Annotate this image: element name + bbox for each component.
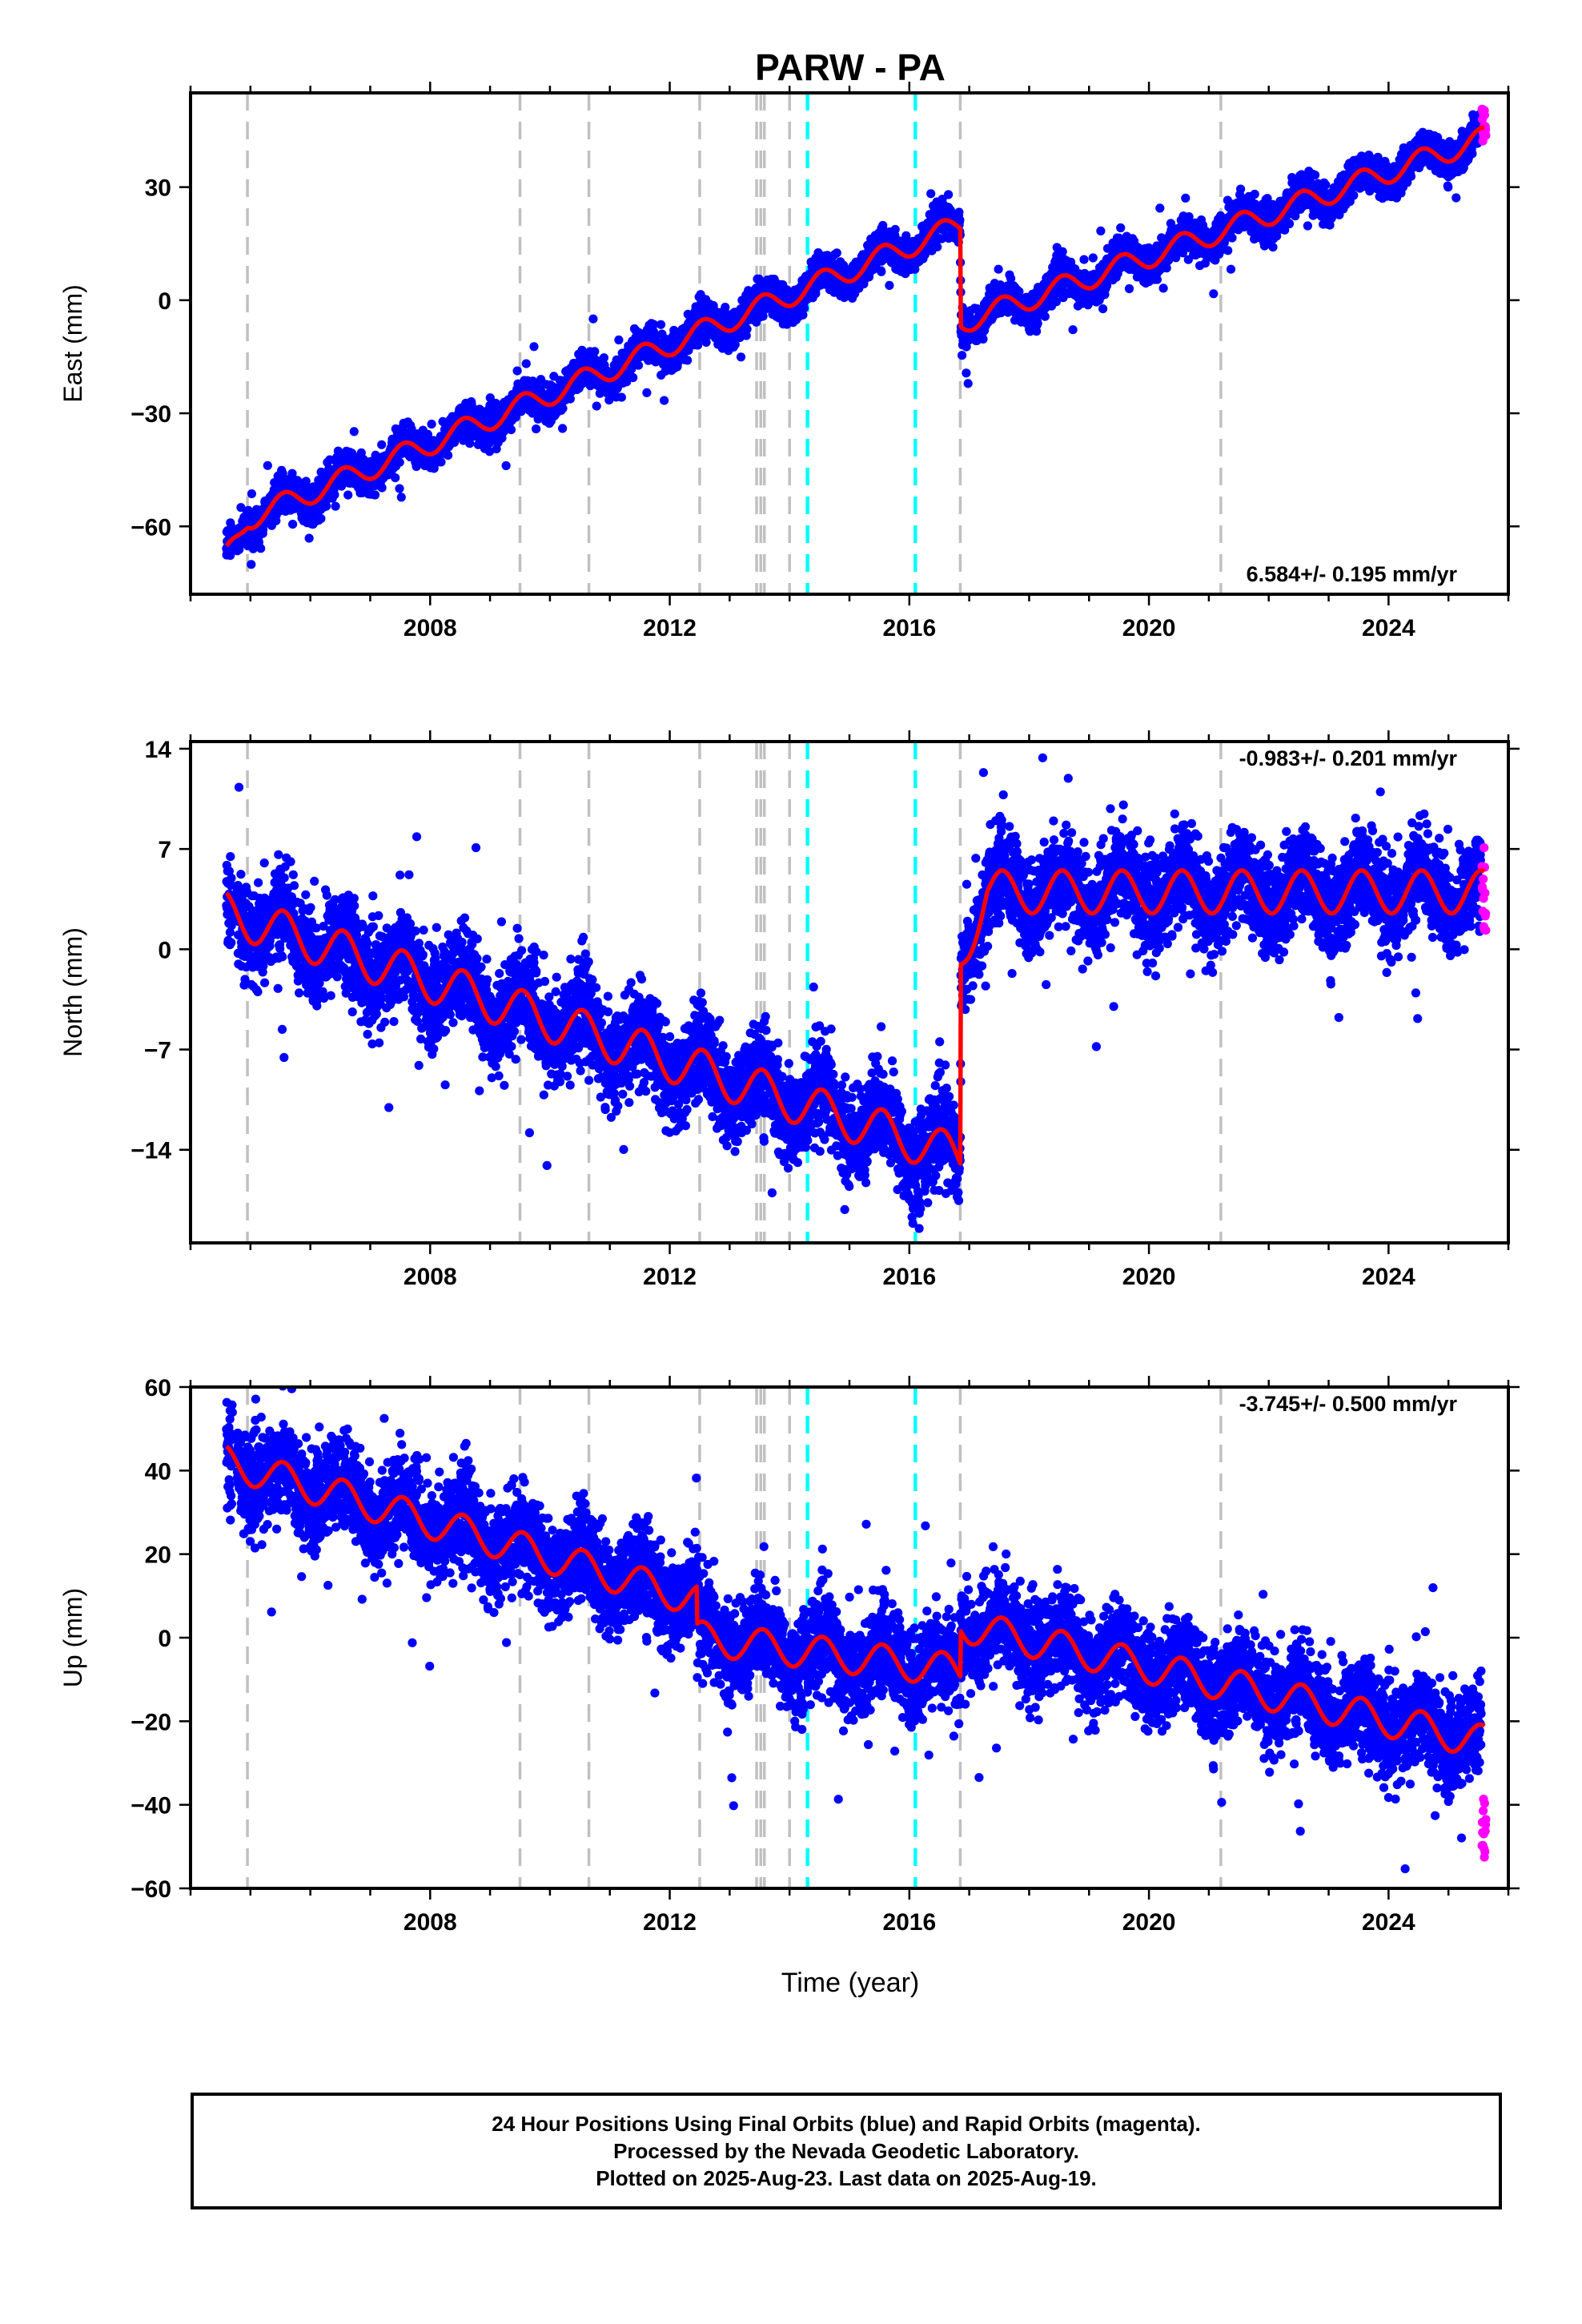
- east-data-point: [590, 347, 600, 356]
- east-data-point: [377, 440, 387, 449]
- east-data-point: [444, 451, 453, 460]
- east-data-point: [293, 476, 303, 486]
- east-data-point: [832, 248, 841, 258]
- east-data-point: [235, 545, 244, 554]
- east-data-point: [742, 324, 752, 334]
- east-data-point: [256, 544, 266, 553]
- east-data-point: [506, 425, 516, 435]
- east-data-point: [944, 190, 954, 199]
- east-data-point: [391, 473, 400, 483]
- east-data-point: [331, 501, 340, 511]
- east-data-point: [963, 379, 973, 388]
- east-final-orbit-points: [222, 110, 1486, 569]
- east-data-point: [926, 189, 936, 199]
- east-data-point: [592, 401, 601, 411]
- east-data-point: [958, 351, 967, 360]
- east-data-point: [1033, 319, 1042, 328]
- east-data-point: [377, 483, 387, 493]
- east-data-point: [395, 484, 404, 493]
- east-data-point: [885, 280, 894, 290]
- east-data-point: [588, 314, 598, 324]
- east-data-point: [316, 514, 326, 524]
- east-data-point: [501, 460, 511, 471]
- east-data-point: [288, 520, 298, 529]
- east-data-point: [614, 335, 624, 345]
- east-data-point: [512, 366, 522, 376]
- east-data-point: [304, 533, 314, 543]
- east-data-point: [521, 359, 531, 368]
- east-data-point: [962, 368, 971, 378]
- east-data-point: [558, 424, 568, 433]
- east-data-point: [301, 476, 311, 486]
- east-data-point: [370, 490, 380, 500]
- east-data-point: [558, 404, 568, 413]
- east-data-point: [395, 457, 404, 467]
- east-data-point: [532, 424, 541, 434]
- east-data-point: [628, 372, 638, 383]
- east-data-point: [633, 360, 644, 370]
- east-data-point: [427, 420, 436, 429]
- east-data-point: [436, 457, 446, 467]
- east-data-point: [683, 356, 693, 365]
- east-data-point: [736, 352, 746, 362]
- east-data-point: [396, 493, 406, 502]
- east-data-point: [1040, 312, 1050, 321]
- east-data-point: [247, 489, 256, 499]
- east-data-point: [978, 334, 988, 344]
- east-data-point: [529, 342, 539, 352]
- east-data-point: [247, 560, 256, 569]
- east-data-point: [994, 264, 1003, 274]
- east-data-point: [877, 267, 886, 276]
- east-data-point: [642, 388, 652, 397]
- east-data-point: [954, 207, 964, 217]
- east-data-point: [343, 490, 353, 500]
- east-data-point: [693, 340, 703, 350]
- east-data-point: [263, 460, 272, 470]
- east-data-point: [349, 427, 359, 436]
- east-data-point: [890, 224, 900, 235]
- east-data-point: [660, 396, 669, 405]
- east-data-point: [616, 392, 627, 402]
- chart-title: PARW - PA: [755, 46, 946, 88]
- east-data-point: [322, 501, 331, 511]
- east-data-point: [656, 320, 666, 329]
